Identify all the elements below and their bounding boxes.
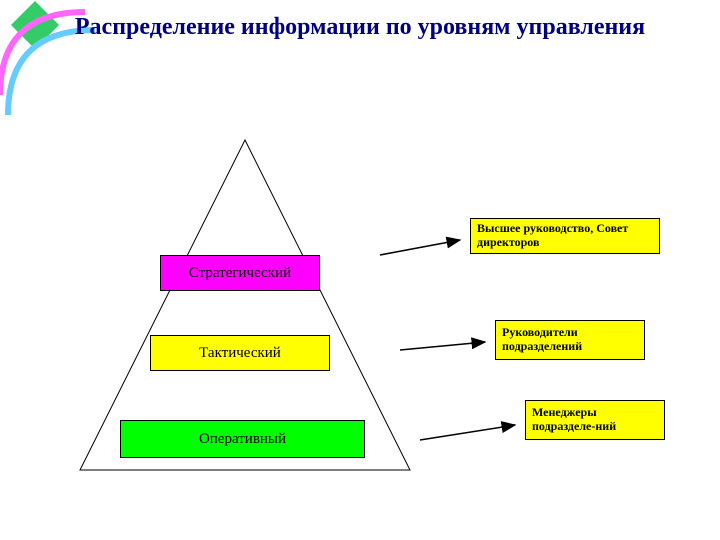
arrow-2: [0, 0, 720, 540]
